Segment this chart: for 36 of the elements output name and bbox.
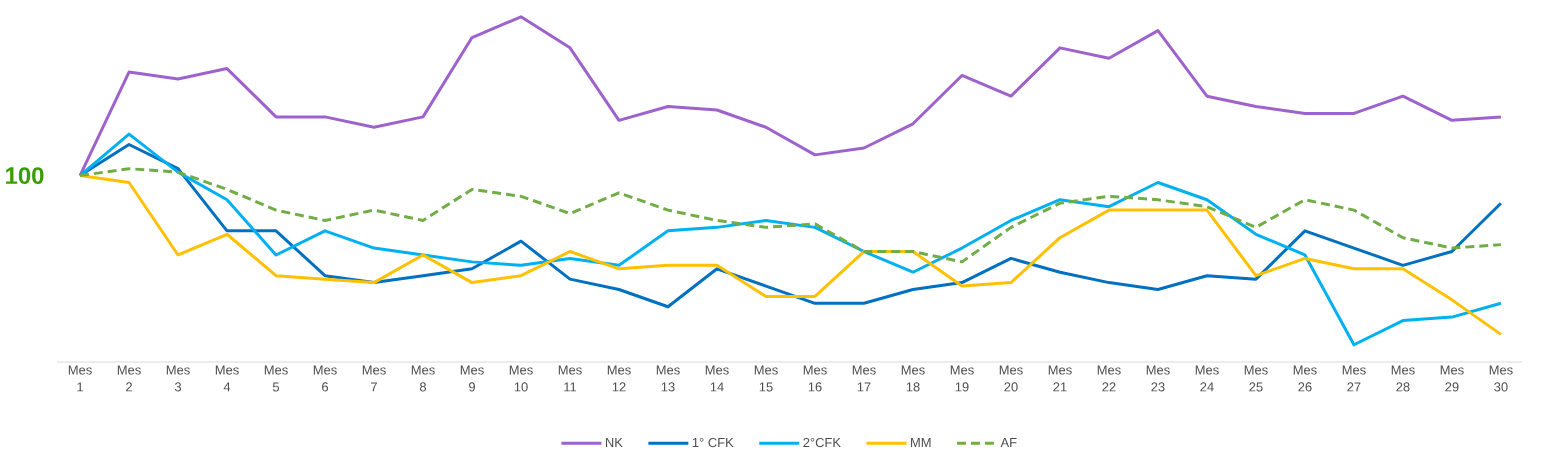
x-tick-label: Mes 1 <box>68 365 92 392</box>
x-tick-label: Mes 28 <box>1391 365 1415 392</box>
legend-label: MM <box>911 438 931 447</box>
x-tick-label: Mes 18 <box>901 365 925 392</box>
x-tick-label: Mes 30 <box>1489 365 1513 392</box>
x-tick-label: Mes 12 <box>607 365 631 392</box>
x-tick-label: Mes 25 <box>1244 365 1268 392</box>
legend-label: NK <box>605 438 623 447</box>
x-tick-label: Mes 10 <box>509 365 533 392</box>
legend-label: AF <box>1000 438 1017 447</box>
x-tick-label: Mes 9 <box>460 365 484 392</box>
x-tick-label: Mes 16 <box>803 365 827 392</box>
x-tick-label: Mes 2 <box>117 365 141 392</box>
x-tick-label: Mes 3 <box>166 365 190 392</box>
x-tick-label: Mes 19 <box>950 365 974 392</box>
x-tick-label: Mes 21 <box>1048 365 1072 392</box>
x-tick-label: Mes 11 <box>558 365 582 392</box>
x-tick-label: Mes 27 <box>1342 365 1366 392</box>
x-tick-label: Mes 20 <box>999 365 1023 392</box>
x-tick-label: Mes 24 <box>1195 365 1219 392</box>
x-tick-label: Mes 23 <box>1146 365 1170 392</box>
x-tick-label: Mes 6 <box>313 365 337 392</box>
legend-label: 2°CFK <box>803 437 841 448</box>
x-tick-label: Mes 7 <box>362 365 386 392</box>
x-tick-label: Mes 15 <box>754 365 778 392</box>
x-tick-label: Mes 8 <box>411 365 435 392</box>
legend-label: 1° CFK <box>692 437 734 448</box>
x-tick-label: Mes 4 <box>215 365 239 392</box>
x-tick-label: Mes 5 <box>264 365 288 392</box>
x-tick-label: Mes 26 <box>1293 365 1317 392</box>
text: 100 <box>6 167 44 185</box>
x-tick-label: Mes 22 <box>1097 365 1121 392</box>
x-tick-label: Mes 14 <box>705 365 729 392</box>
x-tick-label: Mes 29 <box>1440 365 1464 392</box>
x-tick-label: Mes 13 <box>656 365 680 392</box>
x-tick-label: Mes 17 <box>852 365 876 392</box>
